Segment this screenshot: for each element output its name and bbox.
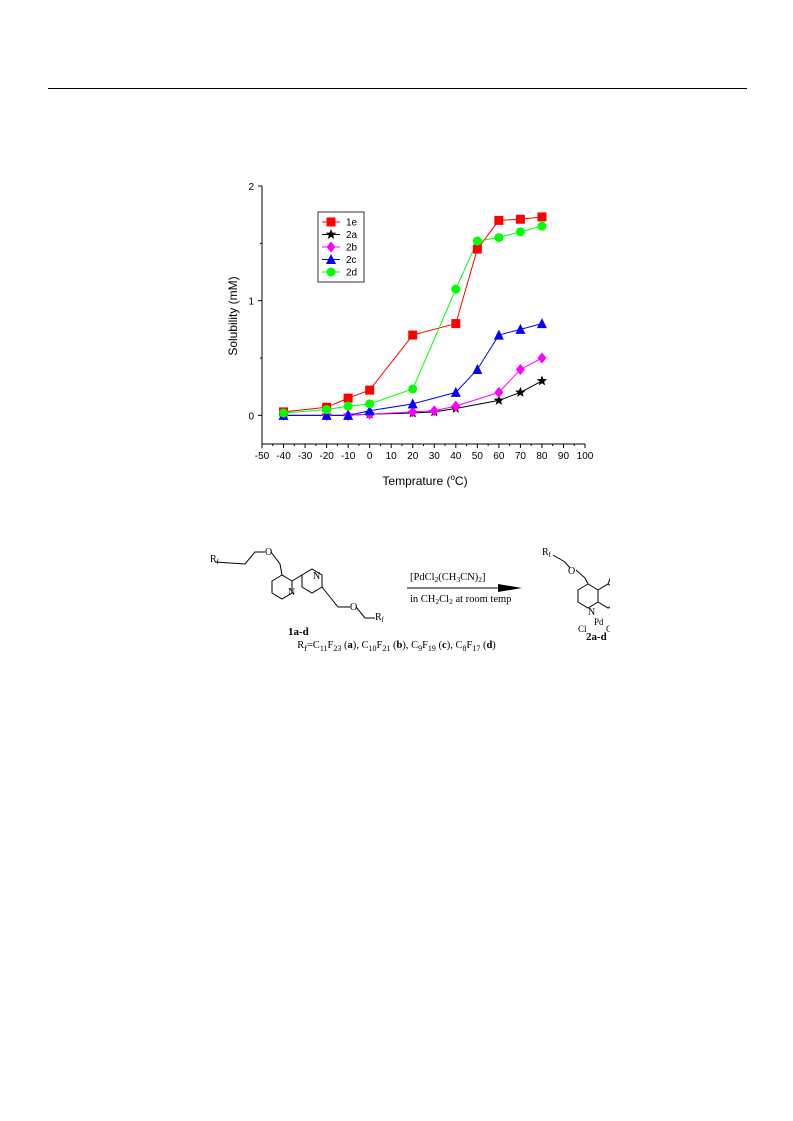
data-point-2c	[493, 329, 504, 340]
x-tick-label: -30	[298, 451, 313, 462]
rf-definition-caption: Rf=C11F23 (a), C10F21 (b), C9F19 (c), C8…	[297, 640, 496, 654]
data-point-2b	[451, 400, 461, 412]
data-point-2c	[343, 409, 354, 420]
data-point-2d	[365, 399, 375, 409]
legend-marker-2a	[325, 229, 337, 239]
reactant-o-bottom: O	[350, 602, 357, 613]
data-point-2c	[450, 386, 461, 397]
data-point-2c	[472, 363, 483, 374]
reactant-label: 1a-d	[288, 626, 309, 638]
data-point-1e	[365, 385, 375, 395]
x-tick-label: 90	[558, 451, 570, 462]
x-tick-label: 100	[577, 451, 594, 462]
legend-marker-2b	[326, 241, 336, 253]
data-point-2c	[407, 398, 418, 409]
chart-series-lines	[283, 216, 543, 416]
x-tick-label: 70	[515, 451, 527, 462]
data-point-2d	[494, 233, 504, 243]
x-tick-label: 50	[472, 451, 484, 462]
reaction-scheme: Rf O N N O Rf 1a-d [PdCl2(CH3CN)2] in CH…	[210, 547, 610, 640]
x-axis-label: Temprature (oC)	[382, 473, 467, 488]
data-point-1e	[515, 214, 525, 224]
data-point-2b	[537, 352, 547, 364]
x-tick-label: -40	[276, 451, 291, 462]
reactant-o-top: O	[265, 547, 272, 558]
x-tick-label: 10	[386, 451, 398, 462]
solubility-chart: -50 -40 -30 -20 -10 0 10 20 30 40 50 60 70 80 90 100 0 1 2…	[226, 182, 594, 488]
x-tick-label: 60	[493, 451, 505, 462]
series-line-1e	[283, 216, 542, 413]
product-label: 2a-d	[586, 631, 607, 640]
x-tick-label: 40	[450, 451, 462, 462]
reactant-rf-top: Rf	[210, 554, 220, 566]
product-rf-left: Rf	[542, 547, 552, 559]
series-line-2d	[283, 225, 543, 414]
series-line-2c	[283, 323, 543, 416]
x-tick-label: -10	[341, 451, 356, 462]
legend-label-2d: 2d	[346, 268, 357, 279]
y-tick-label: 0	[248, 411, 254, 422]
y-tick-label: 2	[248, 182, 254, 193]
data-point-2c	[536, 318, 547, 329]
x-tick-label: 0	[367, 451, 373, 462]
product-pd: Pd	[594, 617, 604, 627]
data-point-2d	[322, 405, 332, 415]
data-point-2d	[279, 408, 289, 418]
x-tick-label: 80	[536, 451, 548, 462]
y-tick-label: 1	[248, 297, 254, 308]
data-point-2a	[493, 394, 505, 405]
data-point-1e	[537, 212, 547, 222]
data-point-1e	[408, 330, 418, 340]
x-tick-label: -20	[319, 451, 334, 462]
product-n-right: N	[609, 607, 610, 618]
legend-label-2b: 2b	[346, 243, 358, 254]
data-point-2d	[515, 227, 525, 237]
data-point-1e	[472, 244, 482, 254]
product-cl-right: Cl	[606, 624, 610, 634]
header-rule	[48, 88, 747, 89]
data-point-2c	[515, 323, 526, 334]
data-point-2d	[472, 236, 482, 246]
chart-axes: -50 -40 -30 -20 -10 0 10 20 30 40 50 60 70 80 90 100 0 1 2	[248, 182, 593, 462]
reactant-n-top: N	[313, 571, 320, 582]
reactant-structure	[214, 551, 375, 619]
x-tick-label: -50	[255, 451, 270, 462]
y-axis-label: Solubility (mM)	[226, 276, 240, 355]
condition-text: in CH2Cl2 at room temp	[410, 594, 511, 606]
data-point-2d	[537, 221, 547, 231]
product-structure	[552, 554, 610, 609]
legend-label-1e: 1e	[346, 218, 358, 229]
data-point-2b	[494, 386, 504, 398]
data-point-2d	[343, 401, 353, 411]
legend-label-2c: 2c	[346, 255, 357, 266]
x-tick-label: 30	[429, 451, 441, 462]
product-o-left: O	[568, 566, 575, 577]
legend-marker-2c	[326, 254, 336, 264]
reagent-text: [PdCl2(CH3CN)2]	[410, 572, 485, 584]
chart-series-markers	[278, 212, 548, 421]
data-point-2c	[321, 409, 332, 420]
data-point-2b	[408, 406, 418, 418]
data-point-2b	[429, 405, 439, 417]
legend-marker-2d	[326, 267, 336, 277]
data-point-2a	[515, 386, 526, 397]
product-cl-left: Cl	[578, 624, 587, 634]
data-point-1e	[343, 393, 353, 403]
legend-marker-1e	[326, 217, 336, 227]
reaction-arrow-head	[498, 584, 522, 592]
data-point-1e	[494, 215, 504, 225]
data-point-2d	[408, 384, 418, 394]
reactant-rf-bottom: Rf	[375, 612, 385, 624]
data-point-1e	[451, 319, 461, 329]
data-point-2c	[364, 405, 375, 416]
data-point-2b	[515, 363, 525, 375]
data-point-2a	[536, 375, 548, 386]
data-point-2d	[451, 284, 461, 294]
reactant-n-bottom: N	[288, 587, 295, 598]
x-tick-label: 20	[407, 451, 419, 462]
product-n-left: N	[588, 607, 595, 618]
legend-label-2a: 2a	[346, 230, 358, 241]
